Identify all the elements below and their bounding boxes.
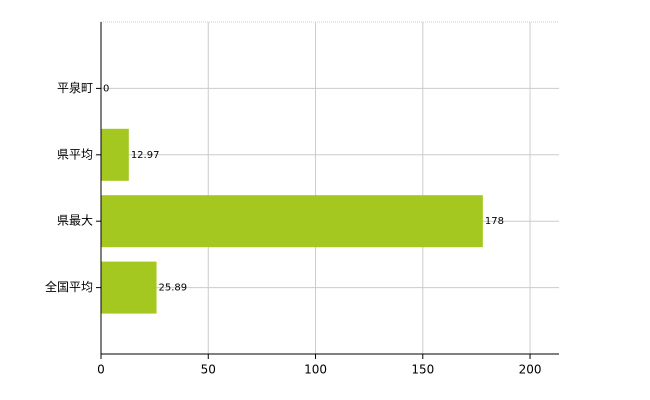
x-tick-label: 50 bbox=[201, 363, 216, 377]
value-label: 0 bbox=[103, 83, 109, 94]
bar bbox=[101, 128, 129, 181]
y-tick-label: 県最大 bbox=[57, 214, 93, 228]
y-tick-label: 平泉町 bbox=[57, 81, 93, 95]
x-tick-label: 150 bbox=[411, 363, 434, 377]
value-label: 25.89 bbox=[159, 283, 188, 294]
value-label: 12.97 bbox=[131, 150, 160, 161]
x-tick-label: 0 bbox=[97, 363, 105, 377]
value-label: 178 bbox=[485, 216, 504, 227]
bar bbox=[101, 195, 483, 248]
bar bbox=[101, 261, 157, 314]
y-tick-label: 全国平均 bbox=[45, 279, 93, 294]
y-tick-label: 県平均 bbox=[57, 147, 93, 161]
x-tick-label: 200 bbox=[519, 363, 542, 377]
x-tick-label: 100 bbox=[304, 363, 327, 377]
